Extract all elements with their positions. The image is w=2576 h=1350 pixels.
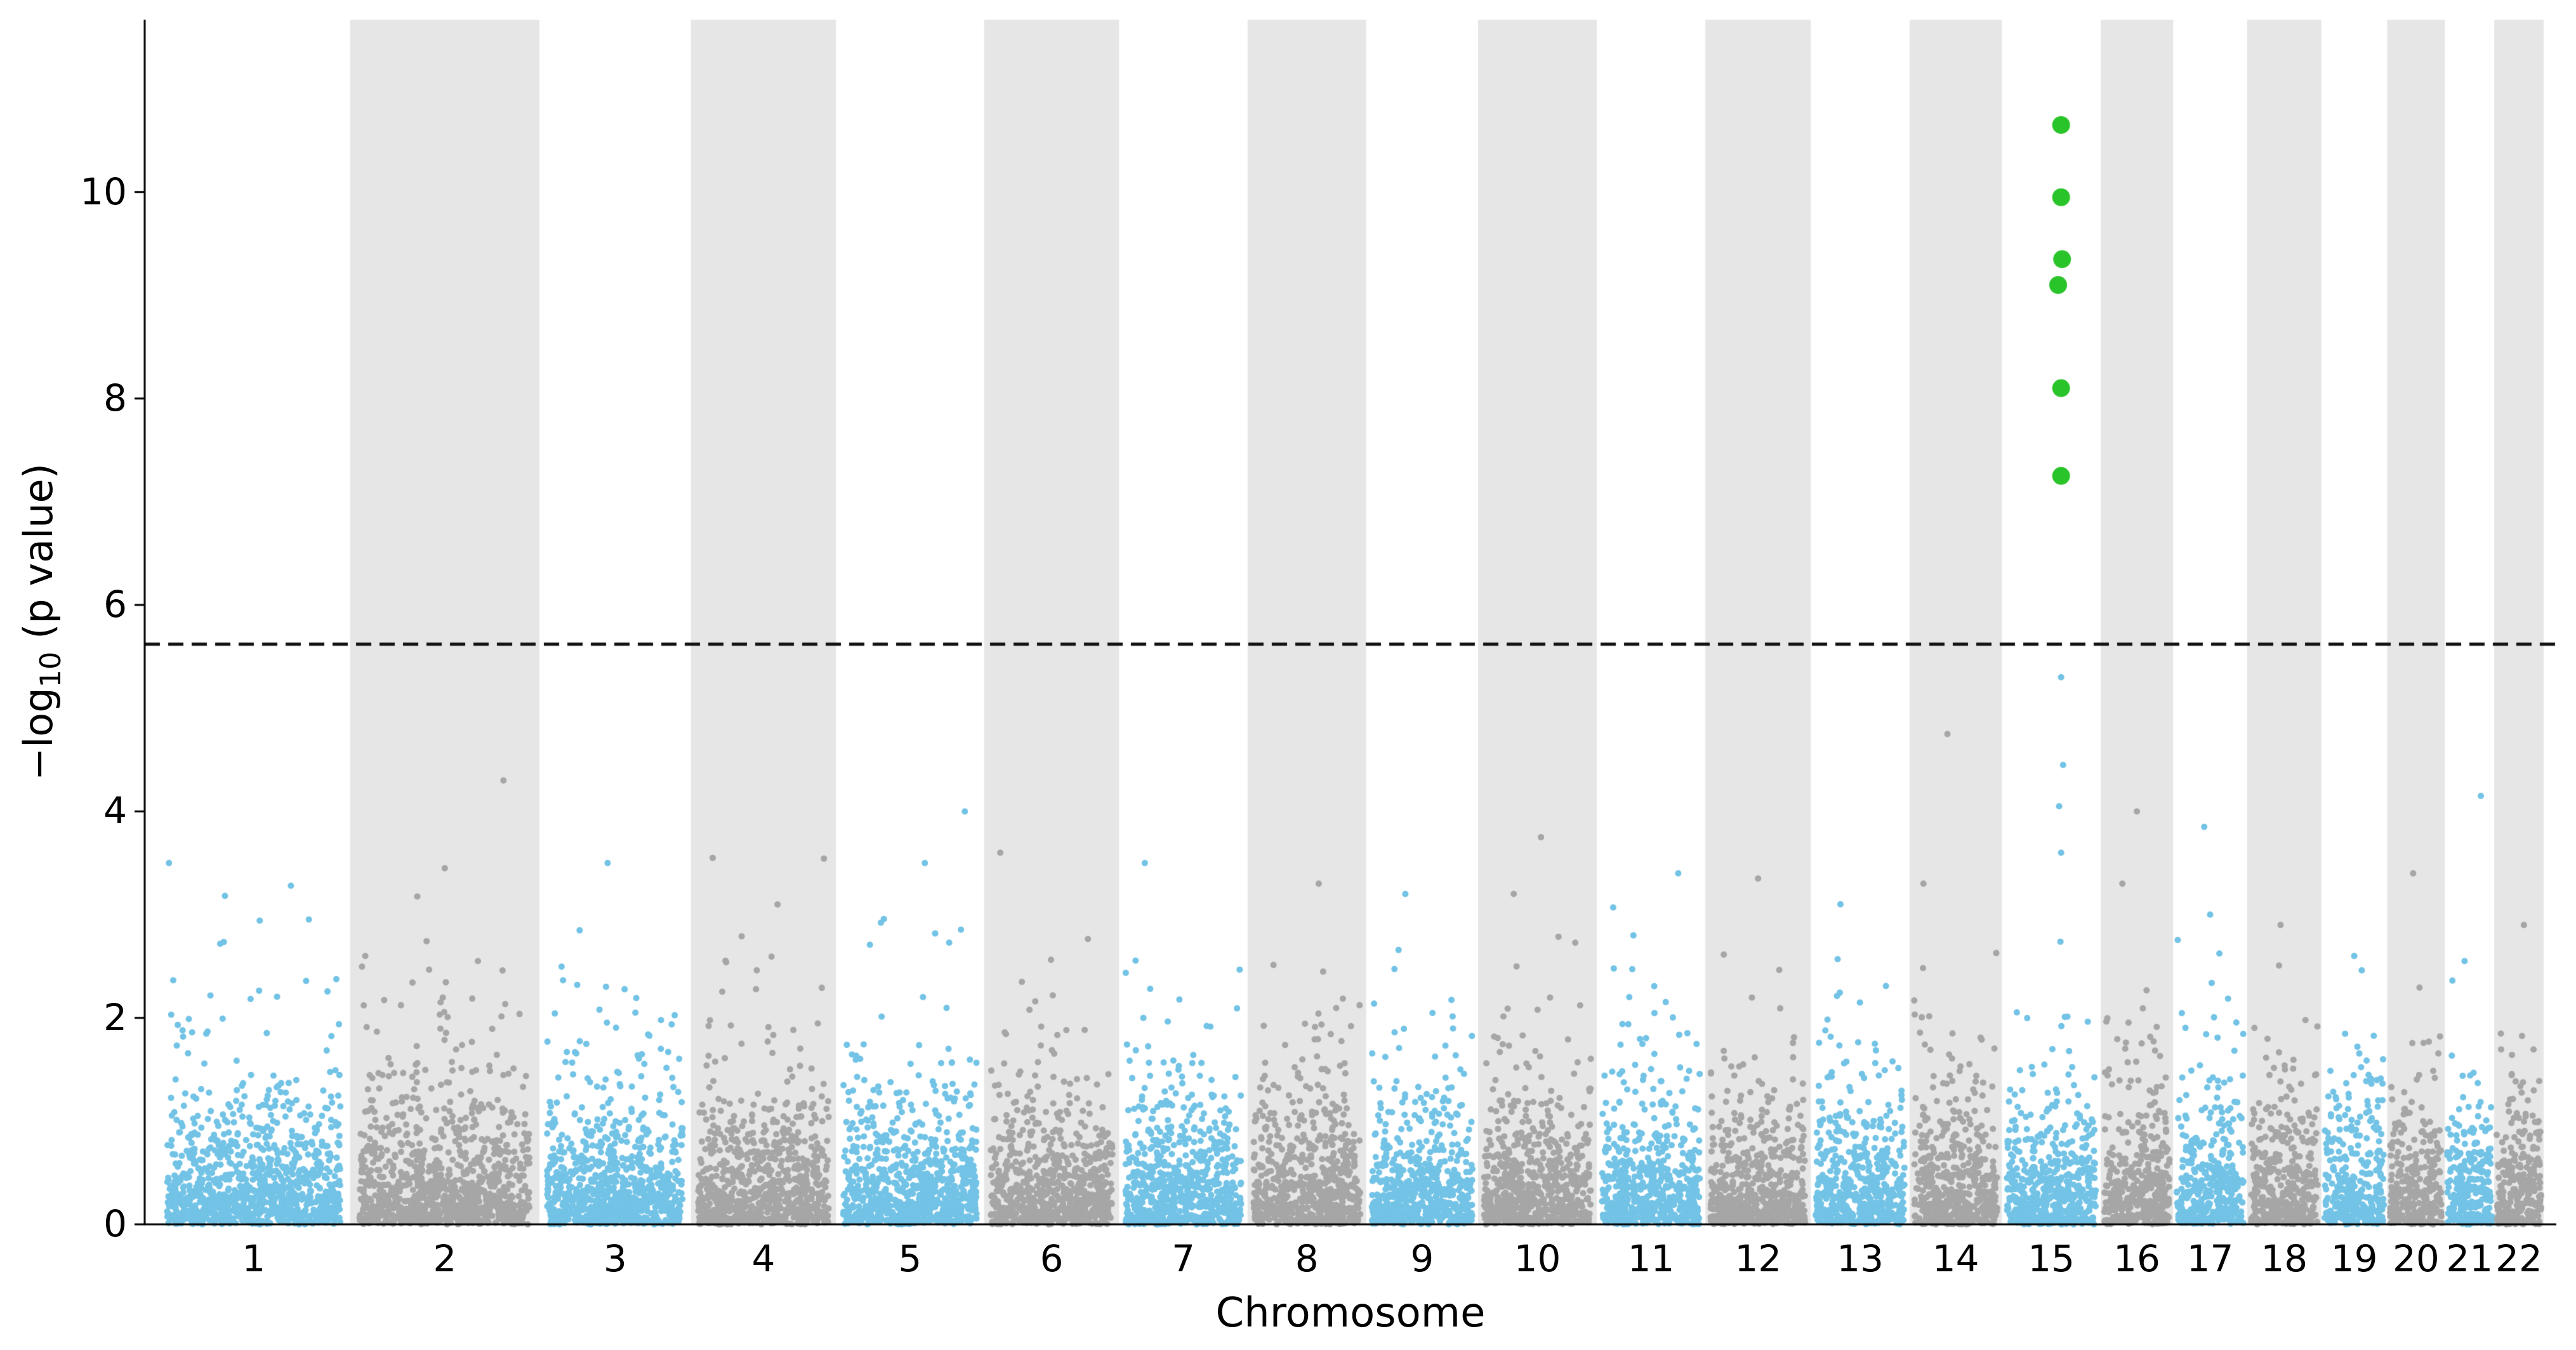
y-tick-label-4: 4 [103, 789, 127, 833]
x-axis-label: Chromosome [1215, 1290, 1486, 1337]
y-tick-label-0: 0 [103, 1201, 127, 1245]
y-tick-label-8: 8 [103, 376, 127, 420]
y-tick-label-10: 10 [80, 169, 127, 213]
y-tick-labels: 0 2 4 6 8 10 [0, 0, 127, 1350]
y-tick-label-2: 2 [103, 995, 127, 1039]
y-tick-label-6: 6 [103, 582, 127, 626]
